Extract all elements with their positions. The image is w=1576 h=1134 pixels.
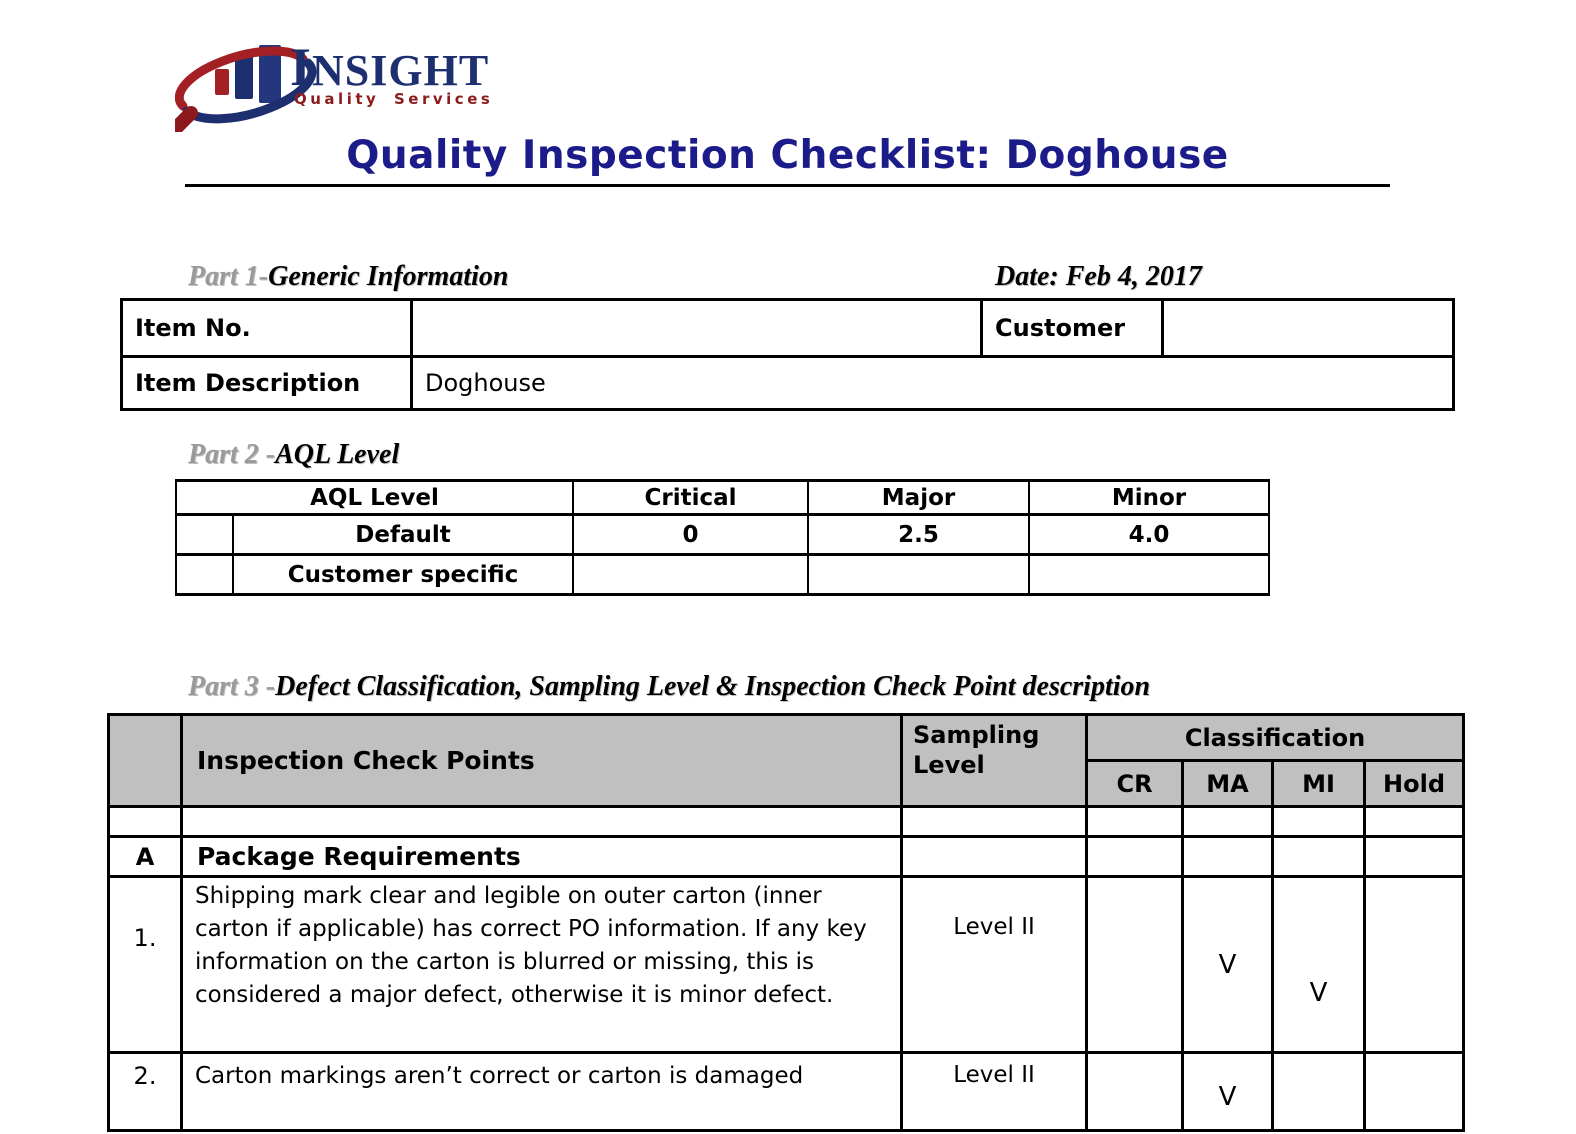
header-check-points: Inspection Check Points [180, 713, 903, 808]
page-title: Quality Inspection Checklist: Doghouse [346, 133, 1229, 178]
aql-default-label: Default [232, 513, 574, 556]
check-point-text: Shipping mark clear and legible on outer… [180, 875, 903, 1054]
logo-name: INSIGHT [290, 37, 490, 97]
section-letter: A [107, 835, 183, 878]
aql-default-minor: 4.0 [1028, 513, 1270, 556]
table-row: Item Description Doghouse [120, 355, 1455, 411]
empty-cell [1271, 805, 1366, 838]
header-cr: CR [1085, 759, 1184, 808]
aql-default-checkbox-cell [175, 513, 234, 556]
logo-magnifier-handle [175, 106, 198, 132]
empty-cell [1085, 805, 1184, 838]
part1-heading: Part 1-Generic Information [188, 261, 508, 293]
sampling-level-value: Level II [900, 875, 1088, 1054]
aql-default-critical: 0 [572, 513, 809, 556]
mi-checkmark: V [1271, 875, 1366, 1054]
empty-cell [1271, 835, 1366, 878]
header-ma: MA [1181, 759, 1274, 808]
aql-header-level: AQL Level [175, 479, 574, 516]
item-description-label: Item Description [120, 355, 413, 411]
empty-cell [1181, 835, 1274, 878]
section-title: Package Requirements [180, 835, 903, 878]
inspection-checklist-table: Inspection Check Points Sampling Level C… [107, 713, 1466, 1132]
empty-cell [900, 805, 1088, 838]
table-row: Customer specific [175, 553, 1270, 596]
aql-level-table: AQL Level Critical Major Minor Default 0… [175, 479, 1270, 596]
aql-customer-minor [1028, 553, 1270, 596]
aql-header-major: Major [807, 479, 1030, 516]
header-sampling-level: Sampling Level [900, 713, 1088, 808]
logo-tagline: Quality Services [294, 90, 494, 108]
part2-heading-text: AQL Level [275, 439, 400, 470]
empty-cell [900, 835, 1088, 878]
mi-cell [1271, 1051, 1366, 1132]
part2-heading-prefix: Part 2 - [188, 439, 276, 470]
table-row: AQL Level Critical Major Minor [175, 479, 1270, 516]
generic-information-table: Item No. Customer Item Description Dogho… [120, 298, 1455, 411]
aql-customer-critical [572, 553, 809, 596]
aql-header-critical: Critical [572, 479, 809, 516]
aql-customer-major [807, 553, 1030, 596]
sampling-level-value: Level II [900, 1051, 1088, 1132]
row-number: 1. [107, 875, 183, 1054]
checklist-row: 1. Shipping mark clear and legible on ou… [107, 875, 1466, 1054]
item-no-value [410, 298, 983, 358]
part1-heading-text: Generic Information [268, 261, 509, 292]
spacer-row [107, 805, 1466, 838]
empty-cell [1362, 835, 1466, 878]
section-row: A Package Requirements [107, 835, 1466, 878]
empty-cell [1085, 835, 1184, 878]
logo-bar-small [215, 69, 229, 95]
title-underline [185, 184, 1390, 187]
table-header-row: Inspection Check Points Sampling Level C… [107, 713, 1466, 808]
logo-bar-medium [235, 55, 253, 99]
part1-heading-prefix: Part 1- [188, 261, 269, 292]
check-point-text: Carton markings aren’t correct or carton… [180, 1051, 903, 1132]
date-label: Date: Feb 4, 2017 [995, 261, 1202, 292]
logo-swoosh-navy [182, 58, 317, 124]
part3-heading-prefix: Part 3 - [188, 671, 276, 702]
table-row: Default 0 2.5 4.0 [175, 513, 1270, 556]
cr-cell [1085, 1051, 1184, 1132]
aql-default-major: 2.5 [807, 513, 1030, 556]
checklist-row: 2. Carton markings aren’t correct or car… [107, 1051, 1466, 1132]
table-header-row: CR MA MI Hold [109, 759, 1466, 808]
hold-cell [1362, 1051, 1466, 1132]
aql-header-minor: Minor [1028, 479, 1270, 516]
part2-heading: Part 2 -AQL Level [188, 439, 399, 471]
logo-bar-tall [259, 45, 281, 103]
header-number-cell [107, 713, 183, 808]
header-classification: Classification [1084, 713, 1466, 762]
part3-heading: Part 3 -Defect Classification, Sampling … [188, 671, 1150, 703]
customer-label: Customer [980, 298, 1164, 358]
magnifier-bar-chart-logo-icon [175, 45, 317, 132]
aql-customer-label: Customer specific [232, 553, 574, 596]
empty-cell [1181, 805, 1274, 838]
table-row: Item No. Customer [120, 298, 1455, 358]
empty-cell [1362, 805, 1466, 838]
aql-customer-checkbox-cell [175, 553, 234, 596]
part3-heading-text: Defect Classification, Sampling Level & … [275, 671, 1151, 702]
logo-swoosh-red [175, 46, 308, 111]
empty-cell [107, 805, 183, 838]
empty-cell [180, 805, 903, 838]
header-hold: Hold [1362, 759, 1466, 808]
row-number: 2. [107, 1051, 183, 1132]
item-no-label: Item No. [120, 298, 413, 358]
item-description-value: Doghouse [410, 355, 1455, 411]
cr-cell [1085, 875, 1184, 1054]
ma-checkmark: V [1181, 875, 1274, 1054]
ma-checkmark: V [1181, 1051, 1274, 1132]
hold-cell [1362, 875, 1466, 1054]
header-mi: MI [1271, 759, 1366, 808]
customer-value [1161, 298, 1455, 358]
